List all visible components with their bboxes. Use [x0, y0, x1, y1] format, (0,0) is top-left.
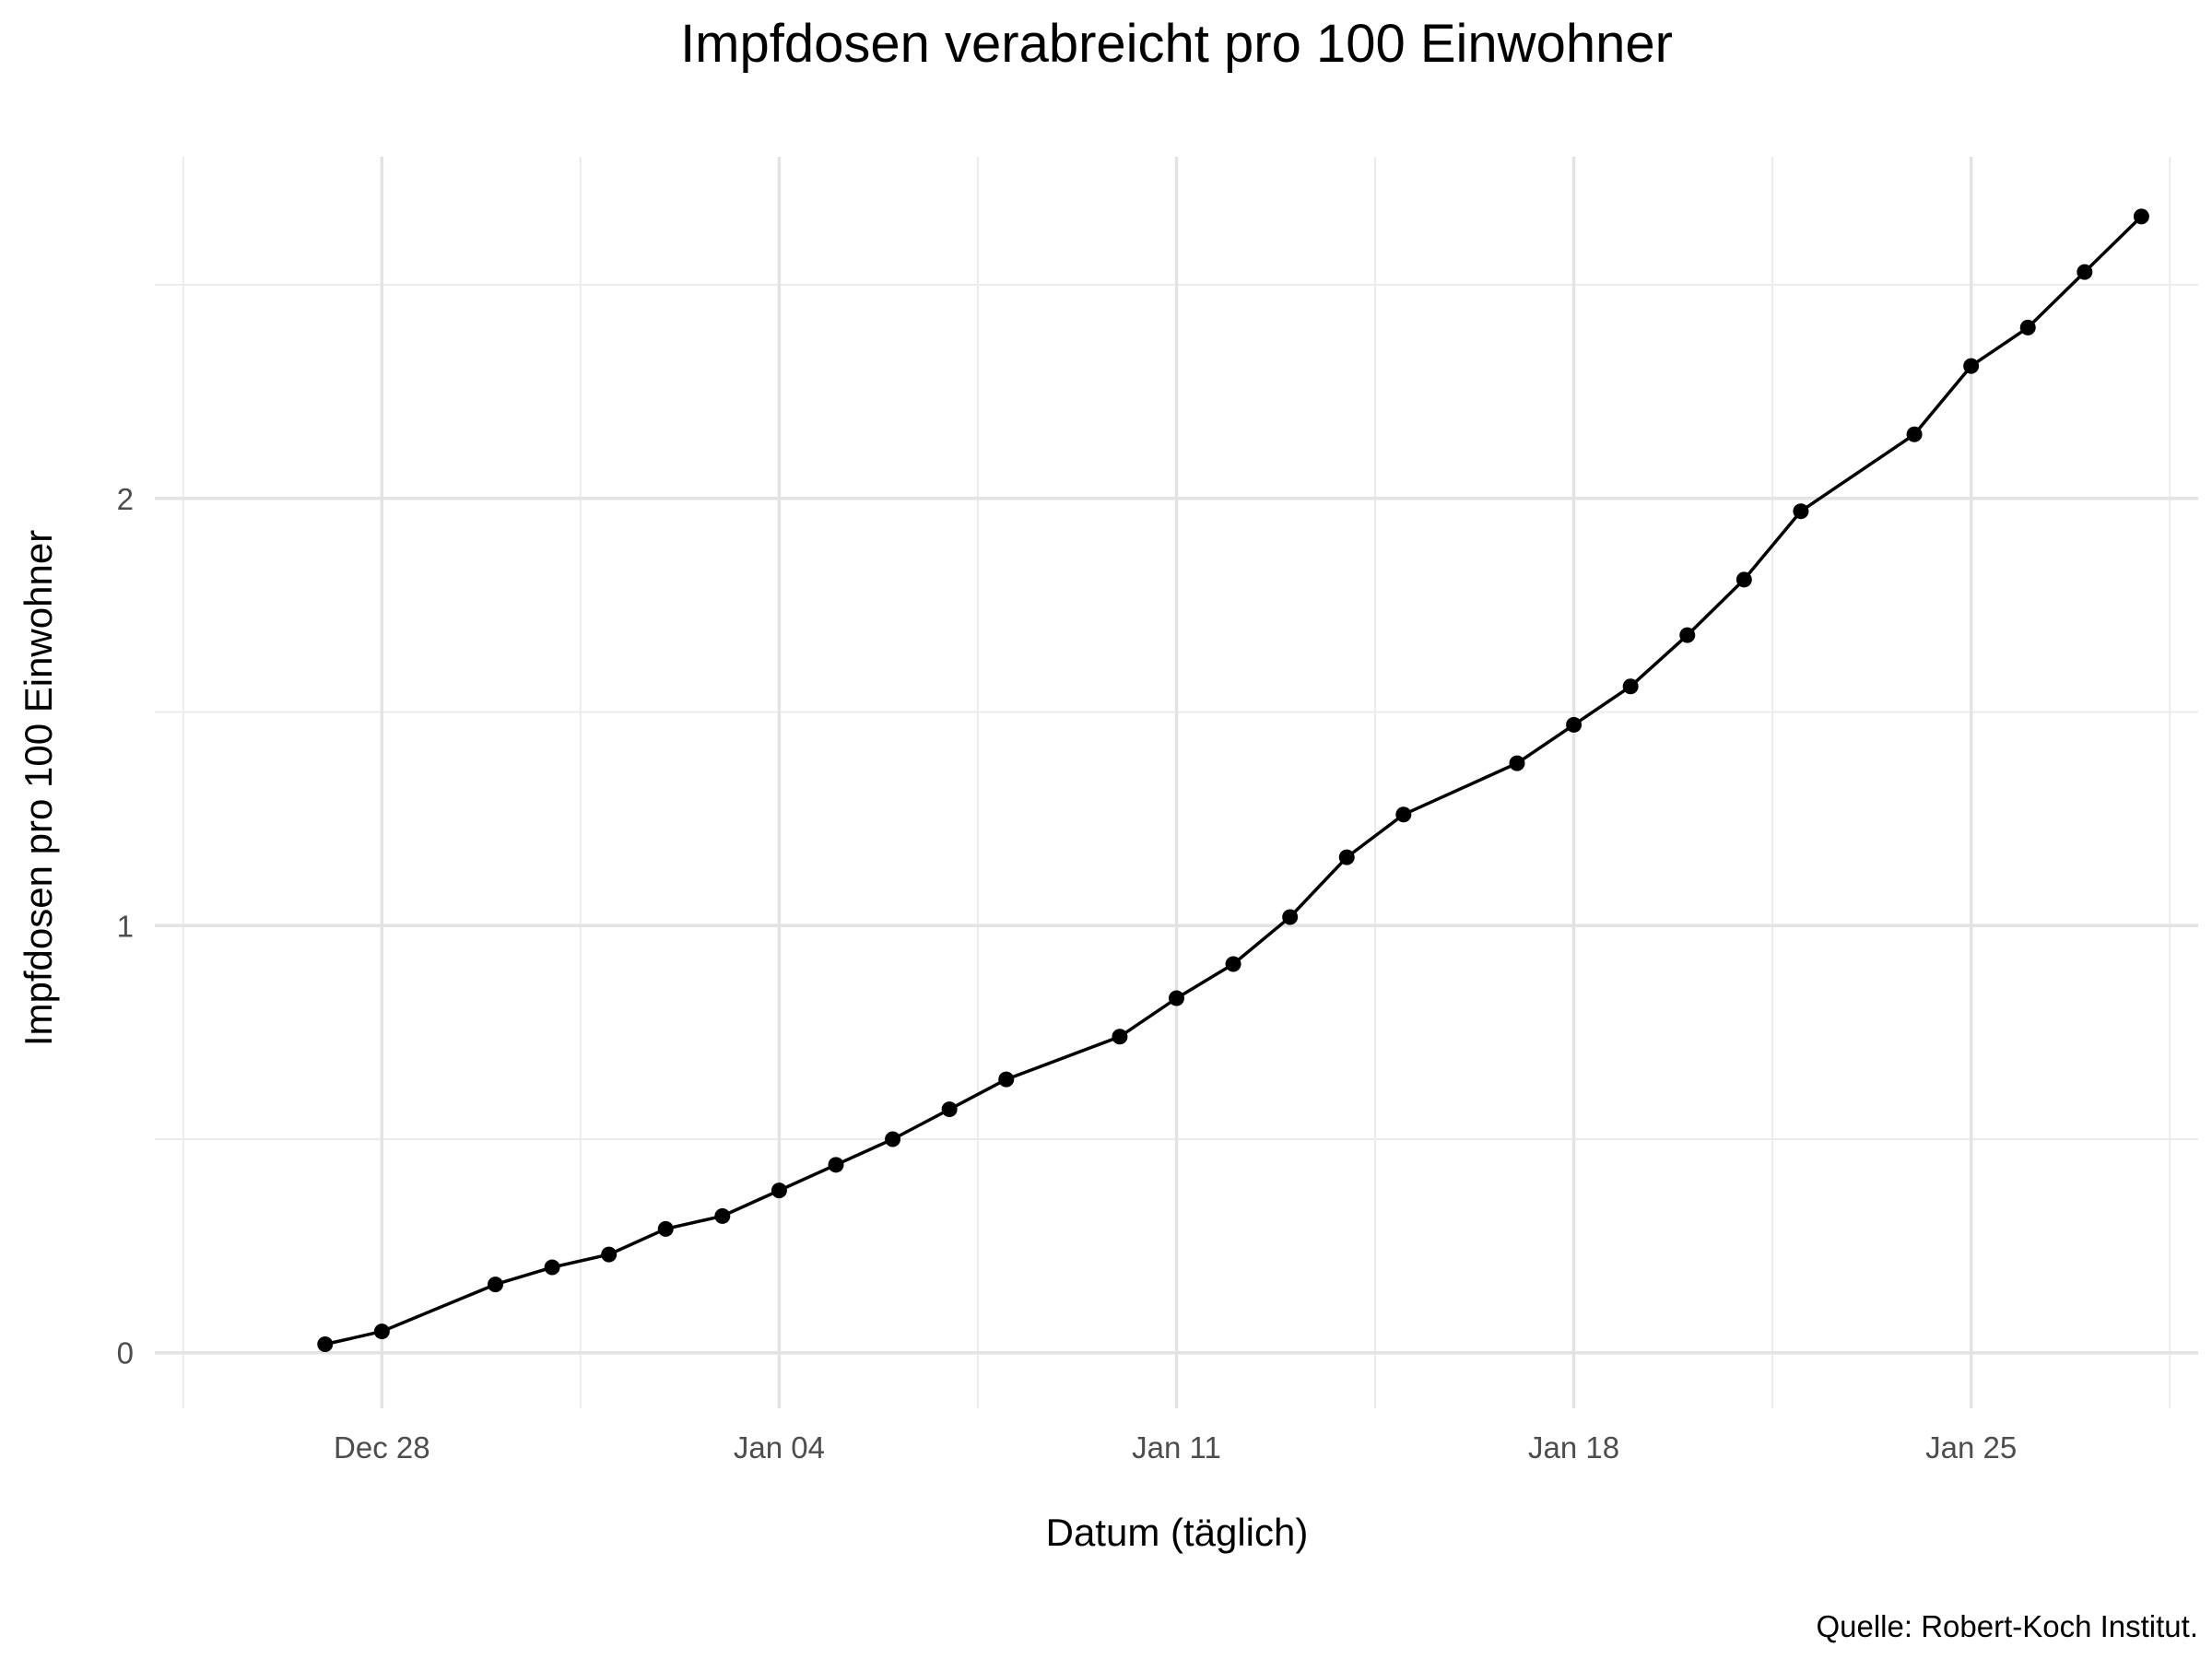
major-gridlines — [155, 157, 2198, 1408]
data-point — [488, 1277, 503, 1293]
data-point — [2133, 208, 2149, 225]
data-point — [1395, 806, 1412, 823]
data-point — [941, 1101, 958, 1118]
data-point — [998, 1071, 1015, 1088]
y-axis-title: Impfdosen pro 100 Einwohner — [17, 530, 60, 1046]
data-point — [1679, 627, 1696, 643]
data-point — [1112, 1029, 1128, 1045]
data-point — [1566, 716, 1583, 733]
tick-labels: Dec 28 Jan 04 Jan 11 Jan 18 Jan 25 0 1 2 — [117, 482, 2018, 1465]
data-point — [1793, 503, 1809, 520]
data-point — [1509, 755, 1525, 771]
data-point — [2077, 264, 2093, 280]
data-point — [771, 1182, 787, 1199]
data-point — [1169, 990, 1184, 1006]
caption: Quelle: Robert-Koch Institut. — [1816, 1609, 2198, 1643]
data-point — [544, 1259, 560, 1276]
data-point — [1963, 358, 1980, 374]
y-tick-label: 1 — [117, 909, 134, 943]
series-layer — [317, 208, 2149, 1352]
chart-title: Impfdosen verabreicht pro 100 Einwohner — [680, 14, 1673, 74]
data-point — [828, 1157, 844, 1173]
data-point — [714, 1207, 731, 1224]
x-tick-label: Jan 25 — [1925, 1430, 2017, 1465]
x-tick-label: Jan 04 — [734, 1430, 825, 1465]
x-tick-label: Dec 28 — [334, 1430, 430, 1465]
data-point — [317, 1335, 334, 1352]
x-tick-label: Jan 18 — [1528, 1430, 1619, 1465]
series-line — [324, 215, 2143, 1347]
data-point — [1338, 849, 1355, 865]
data-point — [1906, 426, 1923, 442]
x-tick-label: Jan 11 — [1132, 1430, 1221, 1465]
data-point — [1735, 571, 1752, 588]
data-point — [1622, 678, 1639, 695]
data-point — [1225, 956, 1241, 972]
y-tick-label: 2 — [117, 482, 134, 516]
x-axis-title: Datum (täglich) — [1046, 1511, 1309, 1554]
data-point — [601, 1246, 618, 1263]
data-point — [885, 1131, 901, 1147]
data-point — [2019, 319, 2036, 335]
data-point — [657, 1220, 674, 1237]
data-point — [373, 1324, 390, 1340]
y-tick-label: 0 — [117, 1336, 134, 1371]
data-point — [1282, 909, 1299, 925]
